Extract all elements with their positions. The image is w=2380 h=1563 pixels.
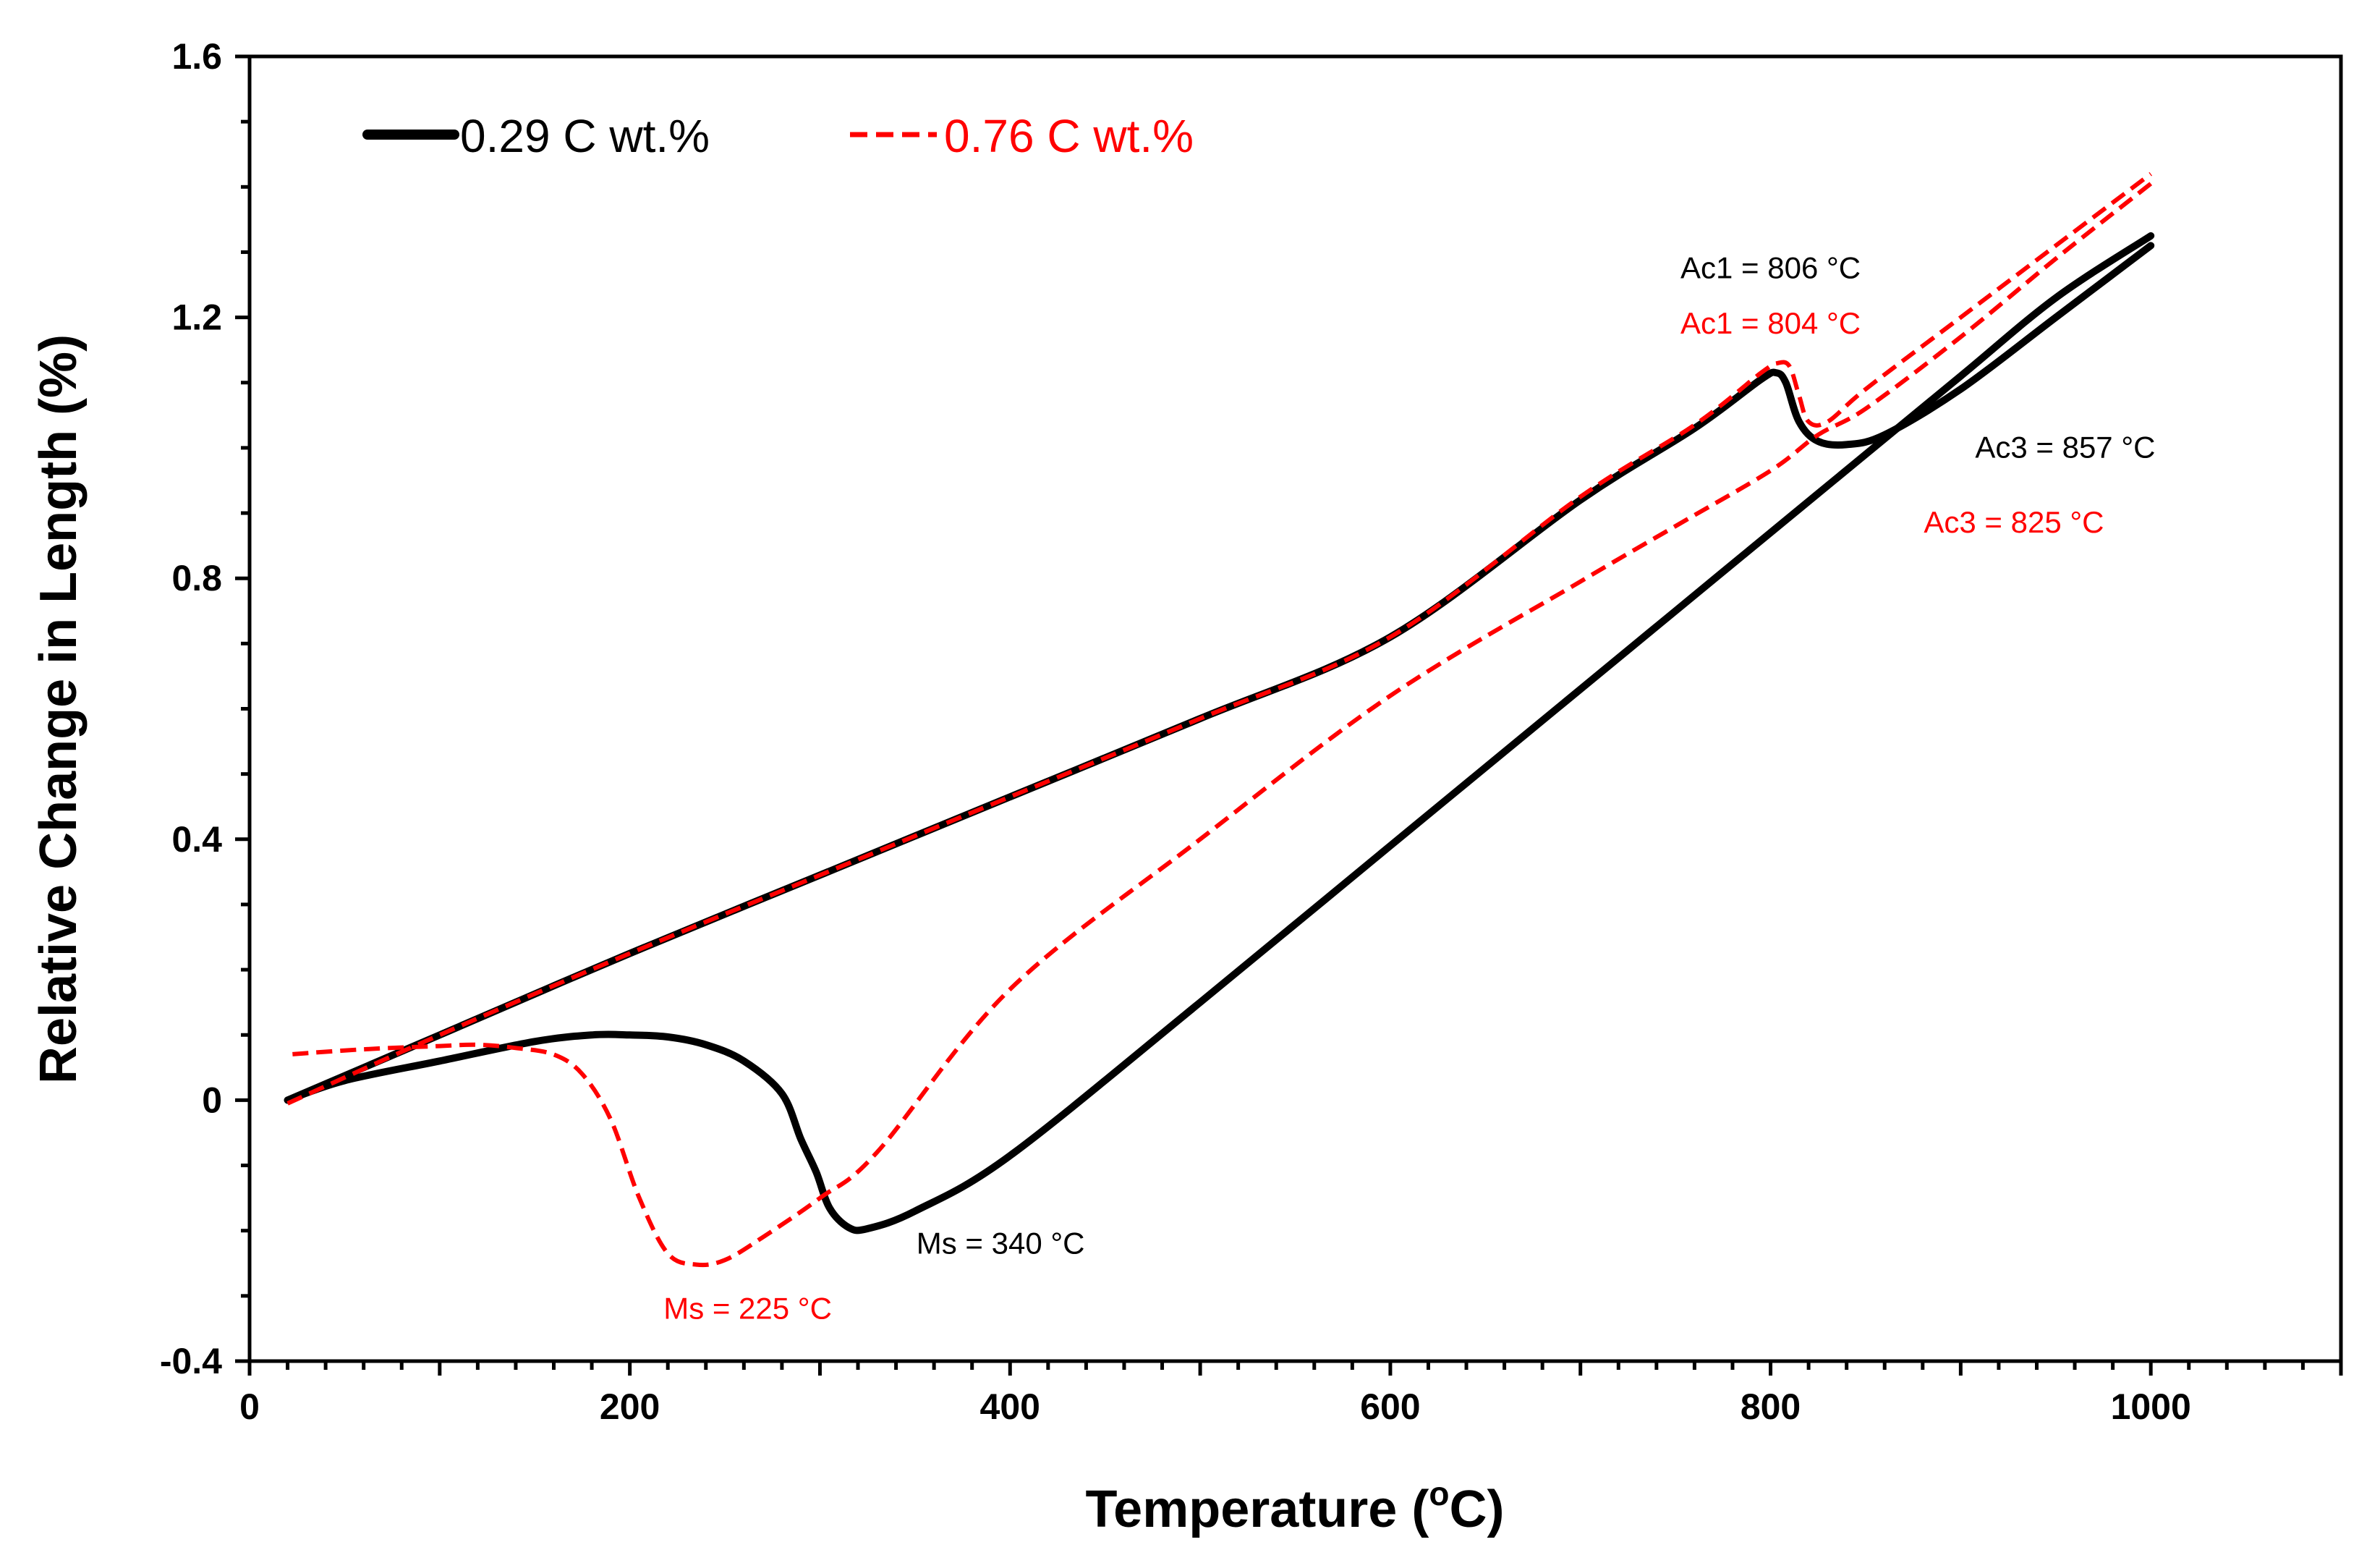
x-axis-ticks bbox=[247, 1361, 2343, 1376]
y-tick-label: 1.2 bbox=[171, 297, 222, 338]
annotation-label: Ms = 340 °C bbox=[917, 1226, 1085, 1260]
annotation-label: Ac3 = 825 °C bbox=[1924, 505, 2104, 539]
series-0-heating-line bbox=[284, 242, 2155, 1104]
x-axis-title-superscript: o bbox=[1429, 1475, 1449, 1512]
y-axis-title: Relative Change in Length (%) bbox=[30, 334, 88, 1084]
y-axis-ticks bbox=[235, 54, 250, 1363]
y-tick-label: 0 bbox=[202, 1080, 222, 1120]
annotation-label: Ac1 = 806 °C bbox=[1680, 251, 1861, 285]
y-axis-tick-labels: -0.4 0 0.4 0.8 1.2 1.6 bbox=[160, 36, 222, 1381]
x-tick-label: 0 bbox=[239, 1386, 260, 1427]
series-group bbox=[284, 171, 2155, 1268]
plot-area-frame bbox=[247, 54, 2343, 1363]
x-tick-label: 800 bbox=[1741, 1386, 1801, 1427]
x-tick-label: 400 bbox=[980, 1386, 1040, 1427]
x-axis-title-tail: C) bbox=[1449, 1481, 1504, 1538]
series-1-cooling-line bbox=[287, 182, 2153, 1268]
x-axis-tick-labels: 0 200 400 600 800 1000 bbox=[239, 1386, 2191, 1427]
annotation-label: Ac1 = 804 °C bbox=[1680, 306, 1861, 340]
annotations: Ac1 = 806 °C Ac1 = 804 °C Ac3 = 857 °C Ac3 … bbox=[663, 251, 2155, 1326]
legend-label-series-0: 0.29 C wt.% bbox=[460, 110, 710, 162]
annotation-label: Ms = 225 °C bbox=[663, 1291, 832, 1325]
annotation-label: Ac3 = 857 °C bbox=[1975, 430, 2155, 464]
x-axis-title: Temperature (oC) bbox=[1086, 1475, 1505, 1538]
series-1-heating-line bbox=[286, 171, 2153, 1106]
y-tick-label: -0.4 bbox=[160, 1341, 222, 1381]
legend-label-series-1: 0.76 C wt.% bbox=[944, 110, 1194, 162]
legend: 0.29 C wt.% 0.76 C wt.% bbox=[362, 110, 1194, 162]
x-tick-label: 200 bbox=[600, 1386, 660, 1427]
x-tick-label: 600 bbox=[1360, 1386, 1420, 1427]
x-axis-title-main: Temperature ( bbox=[1086, 1481, 1429, 1538]
y-tick-label: 1.6 bbox=[171, 36, 222, 77]
x-tick-label: 1000 bbox=[2111, 1386, 2191, 1427]
series-0-cooling-line bbox=[284, 232, 2155, 1234]
y-tick-label: 0.8 bbox=[171, 558, 222, 598]
y-tick-label: 0.4 bbox=[171, 819, 222, 860]
